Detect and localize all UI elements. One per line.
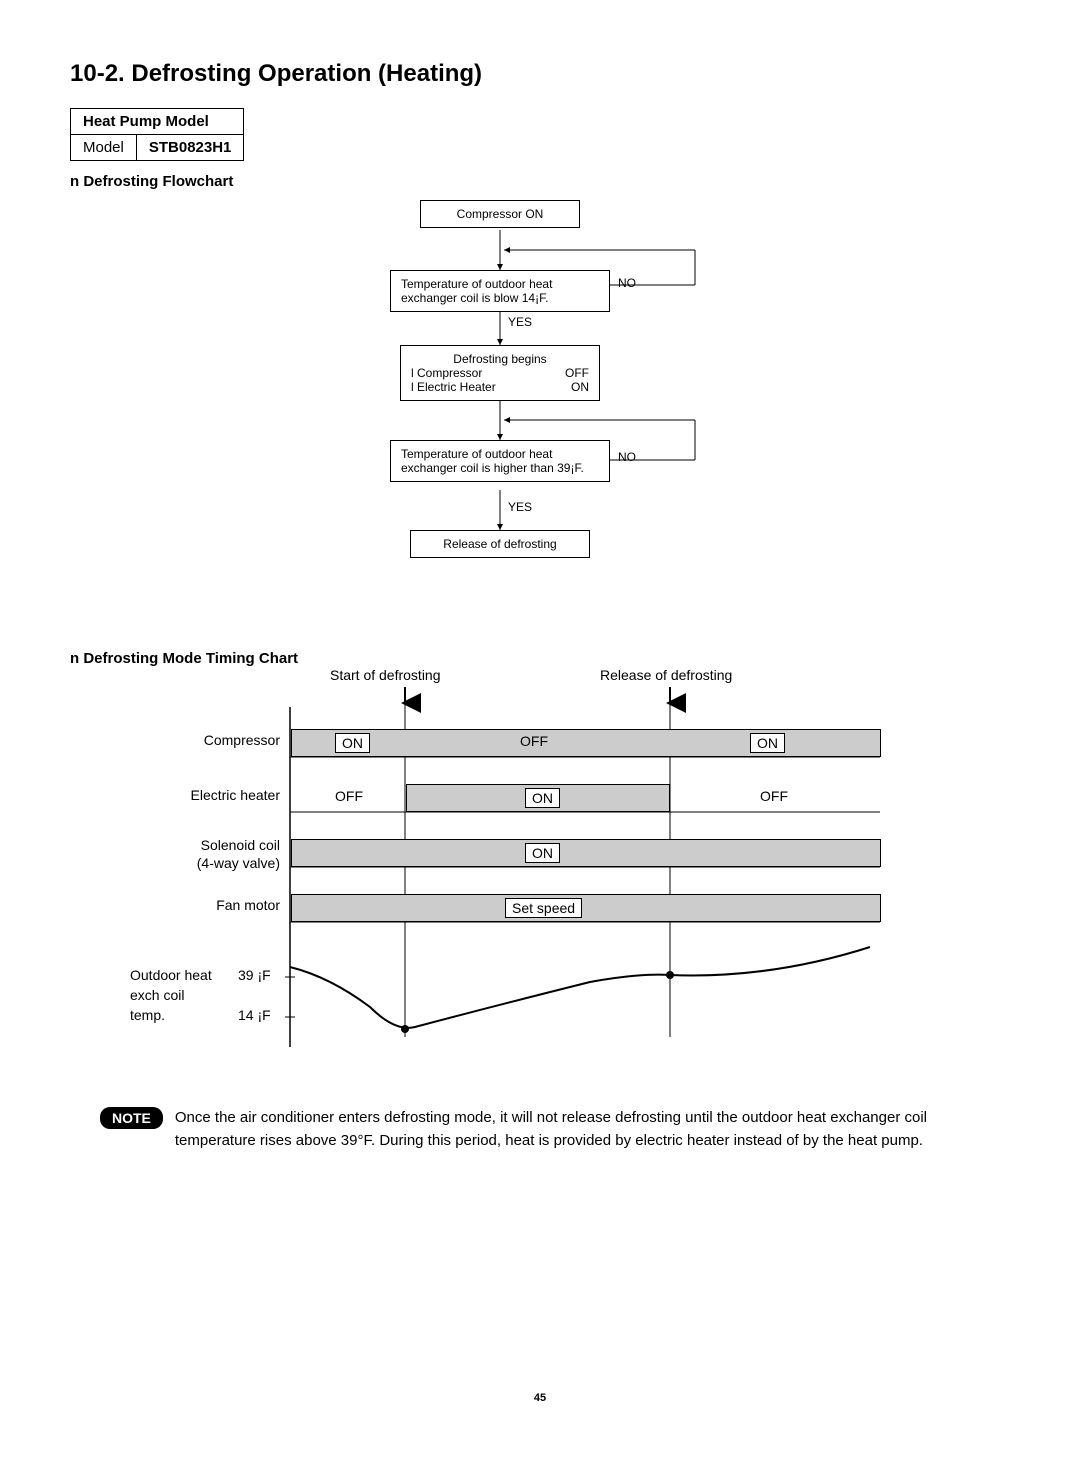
note-text: Once the air conditioner enters defrosti…	[175, 1107, 990, 1152]
tc-heater-on: ON	[525, 788, 560, 808]
fc-label-no-2: NO	[618, 450, 636, 464]
fc-compressor-label: l Compressor	[411, 366, 482, 380]
tc-start-label: Start of defrosting	[330, 667, 441, 683]
tc-compressor-on1: ON	[335, 733, 370, 753]
fc-box-compressor-on: Compressor ON	[420, 200, 580, 228]
note-badge: NOTE	[100, 1107, 163, 1129]
fc-heater-state: ON	[571, 380, 589, 394]
fc-label-yes-2: YES	[508, 500, 532, 514]
tc-label-compressor: Compressor	[140, 732, 280, 748]
tc-label-fan: Fan motor	[140, 897, 280, 913]
tc-band-fan	[291, 894, 881, 922]
tc-heater-off2: OFF	[760, 788, 788, 804]
fc-label-no-1: NO	[618, 276, 636, 290]
model-table-header: Heat Pump Model	[71, 109, 244, 135]
fc-label-yes-1: YES	[508, 315, 532, 329]
fc-box-defrost-begins: Defrosting begins l Compressor OFF l Ele…	[400, 345, 600, 401]
tc-band-compressor	[291, 729, 881, 757]
fc-box-temp-check-39: Temperature of outdoor heat exchanger co…	[390, 440, 610, 482]
model-value: STB0823H1	[136, 135, 244, 161]
model-table: Heat Pump Model Model STB0823H1	[70, 108, 244, 161]
tc-temp-39: 39 ¡F	[238, 967, 271, 983]
tc-temp-14: 14 ¡F	[238, 1007, 271, 1023]
tc-label-solenoid: Solenoid coil	[140, 837, 280, 853]
tc-compressor-off: OFF	[520, 733, 548, 749]
tc-band-solenoid	[291, 839, 881, 867]
tc-label-coil2: exch coil	[130, 987, 270, 1003]
timing-chart: Start of defrosting Release of defrostin…	[130, 677, 890, 1077]
tc-compressor-on2: ON	[750, 733, 785, 753]
section-heading: 10-2. Defrosting Operation (Heating)	[70, 60, 1010, 88]
timing-chart-title: n Defrosting Mode Timing Chart	[70, 650, 1010, 667]
fc-compressor-state: OFF	[565, 366, 589, 380]
note-section: NOTE Once the air conditioner enters def…	[100, 1107, 990, 1152]
fc-heater-label: l Electric Heater	[411, 380, 496, 394]
tc-release-label: Release of defrosting	[600, 667, 732, 683]
tc-label-heater: Electric heater	[140, 787, 280, 803]
fc-defrost-begins-title: Defrosting begins	[411, 352, 589, 366]
fc-box-temp-check-14: Temperature of outdoor heat exchanger co…	[390, 270, 610, 312]
flowchart-title: n Defrosting Flowchart	[70, 173, 1010, 190]
tc-heater-off1: OFF	[335, 788, 363, 804]
defrosting-flowchart: Compressor ON Temperature of outdoor hea…	[240, 200, 840, 620]
tc-fan-setspeed: Set speed	[505, 898, 582, 918]
tc-label-solenoid2: (4-way valve)	[140, 855, 280, 871]
tc-solenoid-on: ON	[525, 843, 560, 863]
fc-box-release: Release of defrosting	[410, 530, 590, 558]
page-number: 45	[70, 1392, 1010, 1404]
model-label: Model	[71, 135, 137, 161]
